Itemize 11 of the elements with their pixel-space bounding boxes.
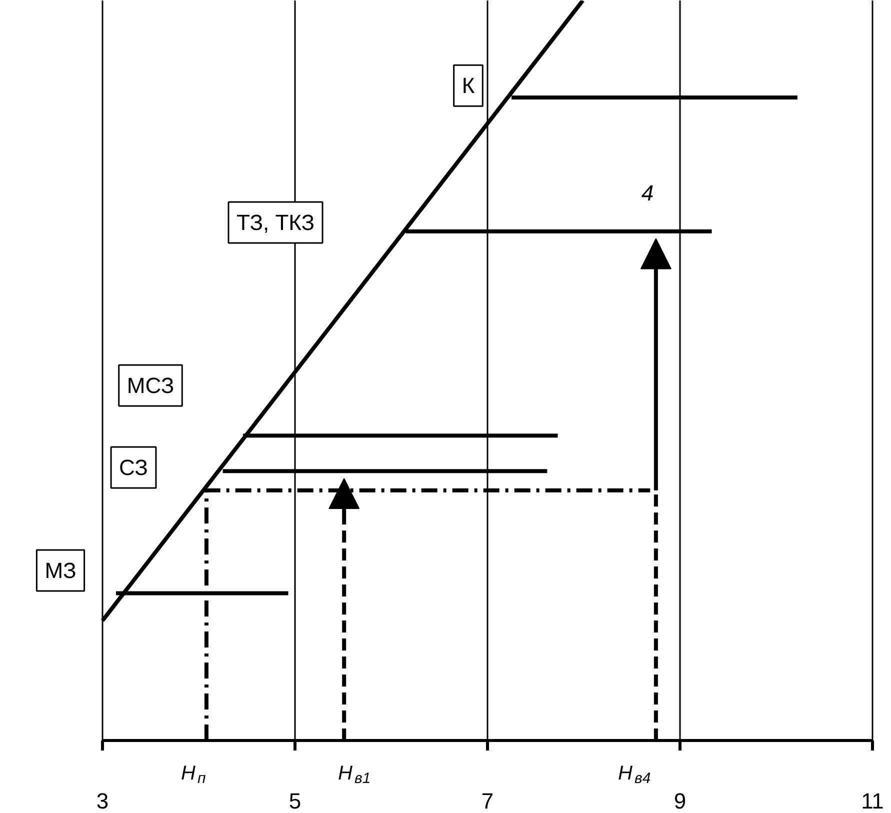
annotation: МСЗ	[126, 373, 174, 398]
annotation: ТЗ, ТКЗ	[236, 210, 314, 235]
x-tick-label: 5	[288, 788, 302, 813]
x-tick-label: 7	[481, 788, 494, 813]
x-tick-label: 3	[96, 788, 109, 813]
annotation: СЗ	[119, 455, 148, 480]
annotation: 4	[641, 180, 654, 206]
text: МЗ	[44, 558, 76, 583]
x-tick-label: 11	[861, 788, 884, 813]
x-tick-label: 9	[674, 788, 686, 813]
annotation: К	[462, 73, 475, 98]
